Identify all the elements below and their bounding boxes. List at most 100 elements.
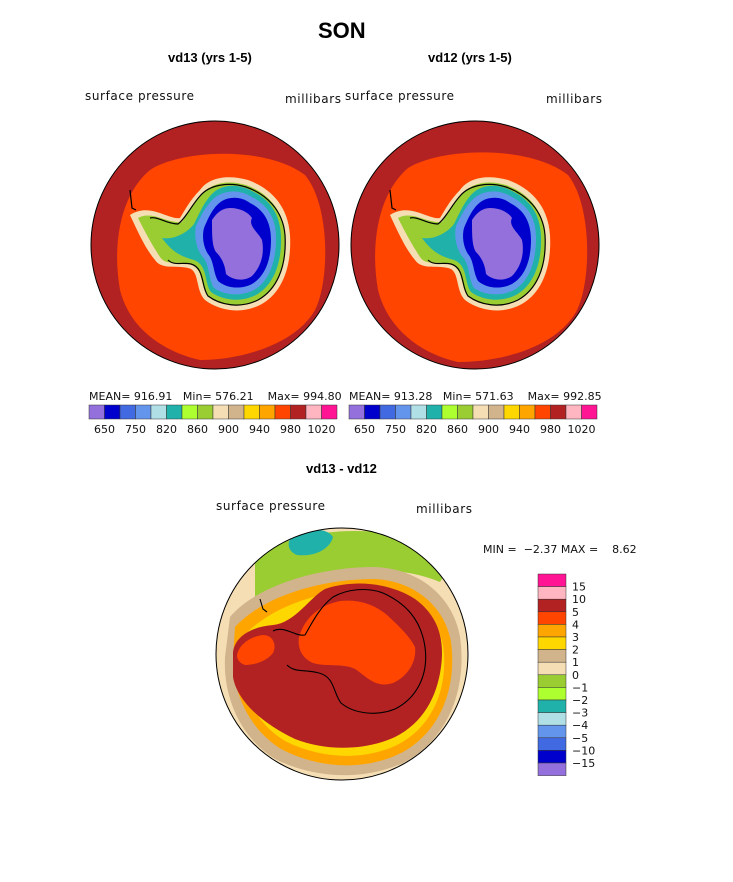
diff-colorbar-tick-label: −15 [572,757,595,770]
diff-colorbar-tick-label: 2 [572,644,579,657]
diff-colorbar-swatch [537,624,567,638]
colorbar-swatch [379,404,396,420]
colorbar-swatch [290,404,307,420]
diff-colorbar-swatch [537,586,567,600]
colorbar-tick-label: 900 [218,423,239,436]
colorbar-tick-label: 940 [509,423,530,436]
colorbar-tick-label: 650 [94,423,115,436]
panel-1-units-label: millibars [285,92,342,106]
diff-colorbar-tick-label: −5 [572,732,588,745]
diff-left-orange [237,635,275,665]
diff-colorbar-tick-label: 15 [572,581,586,594]
diff-colorbar-tick-label: 4 [572,618,579,631]
diff-colorbar-swatch [537,699,567,713]
panel-1-stats: MEAN= 916.91 Min= 576.21 Max= 994.80 [89,390,342,403]
max-value: 992.85 [563,390,602,403]
colorbar-tick-label: 900 [478,423,499,436]
min-value: 571.63 [475,390,514,403]
diff-colorbar-swatch [537,712,567,726]
map-boundary [350,120,600,370]
diff-colorbar-tick-label: −4 [572,719,588,732]
panel-2-subtitle: vd12 (yrs 1-5) [428,50,512,65]
colorbar-swatch [534,404,551,420]
panel-1-variable-label: surface pressure [85,89,195,103]
diff-colorbar-tick-label: −1 [572,681,588,694]
colorbar-swatch [565,404,582,420]
diff-colorbar-tick-label: −2 [572,694,588,707]
diff-colorbar-swatch [537,750,567,764]
panel-2-colorbar: 650 750 820 860 900 940 980 1020 [348,404,598,436]
colorbar-swatch [197,404,214,420]
colorbar-swatch [348,404,365,420]
diff-max-label: MAX = [560,543,599,556]
diff-colorbar-swatch [537,636,567,650]
panel-2-units-label: millibars [546,92,603,106]
colorbar-tick-label: 820 [416,423,437,436]
diff-min-label: MIN = [483,543,517,556]
plateau-region [212,208,263,280]
panel-2-variable-label: surface pressure [345,89,455,103]
colorbar-swatch [472,404,489,420]
coastline [389,183,546,306]
colorbar-swatch [119,404,136,420]
diff-subtitle: vd13 - vd12 [306,461,377,476]
mean-label: MEAN= [349,390,391,403]
colorbar-swatch [426,404,443,420]
mean-value: 913.28 [393,390,433,403]
colorbar-swatch [212,404,229,420]
diff-colorbar-swatch [537,611,567,625]
max-label: Max= [267,390,300,403]
diff-coastline [259,588,427,714]
diff-colorbar-swatch [537,687,567,701]
colorbar-swatch [305,404,322,420]
colorbar-tick-label: 750 [385,423,406,436]
diff-min-value: −2.37 [523,543,558,556]
colorbar-swatch [581,404,598,420]
mean-value: 916.91 [133,390,173,403]
diff-colorbar-tick-label: −3 [572,707,588,720]
plateau-region [472,208,523,280]
min-label: Min= [182,390,212,403]
colorbar-swatch [243,404,260,420]
colorbar-swatch [181,404,198,420]
colorbar-tick-label: 1020 [568,423,596,436]
mean-label: MEAN= [89,390,131,403]
colorbar-swatch [550,404,567,420]
diff-colorbar-swatch [537,598,567,613]
colorbar-swatch [488,404,505,420]
diff-colorbar-tick-label: 3 [572,631,579,644]
colorbar-tick-label: 860 [187,423,208,436]
panel-2-polar-map [350,120,600,370]
colorbar-swatch [503,404,520,420]
colorbar-swatch [166,404,183,420]
diff-variable-label: surface pressure [216,499,326,513]
colorbar-swatch [274,404,291,420]
diff-colorbar-swatch [537,661,567,676]
colorbar-tick-label: 1020 [308,423,336,436]
colorbar-swatch [519,404,536,420]
min-value: 576.21 [215,390,254,403]
colorbar-tick-label: 940 [249,423,270,436]
diff-colorbar-tick-label: 5 [572,606,579,619]
colorbar-swatch [88,404,105,420]
diff-colorbar-swatch [537,674,567,688]
diff-inner-orange [298,600,416,685]
diff-units-label: millibars [416,502,473,516]
diff-colorbar-tick-label: 0 [572,669,579,682]
colorbar-tick-label: 820 [156,423,177,436]
diff-colorbar-tick-label: −10 [572,744,595,757]
diff-colorbar-tick-label: 1 [572,656,579,669]
diff-map-boundary [215,527,469,781]
colorbar-swatch [104,404,121,420]
max-value: 994.80 [303,390,342,403]
diff-polar-map [215,527,469,781]
colorbar-swatch [135,404,152,420]
map-boundary [90,120,340,370]
colorbar-swatch [228,404,245,420]
diff-colorbar-swatch [537,737,567,751]
diff-colorbar-swatch [537,724,567,739]
colorbar-swatch [441,404,458,420]
diff-colorbar-swatch [537,649,567,663]
colorbar-tick-label: 650 [354,423,375,436]
